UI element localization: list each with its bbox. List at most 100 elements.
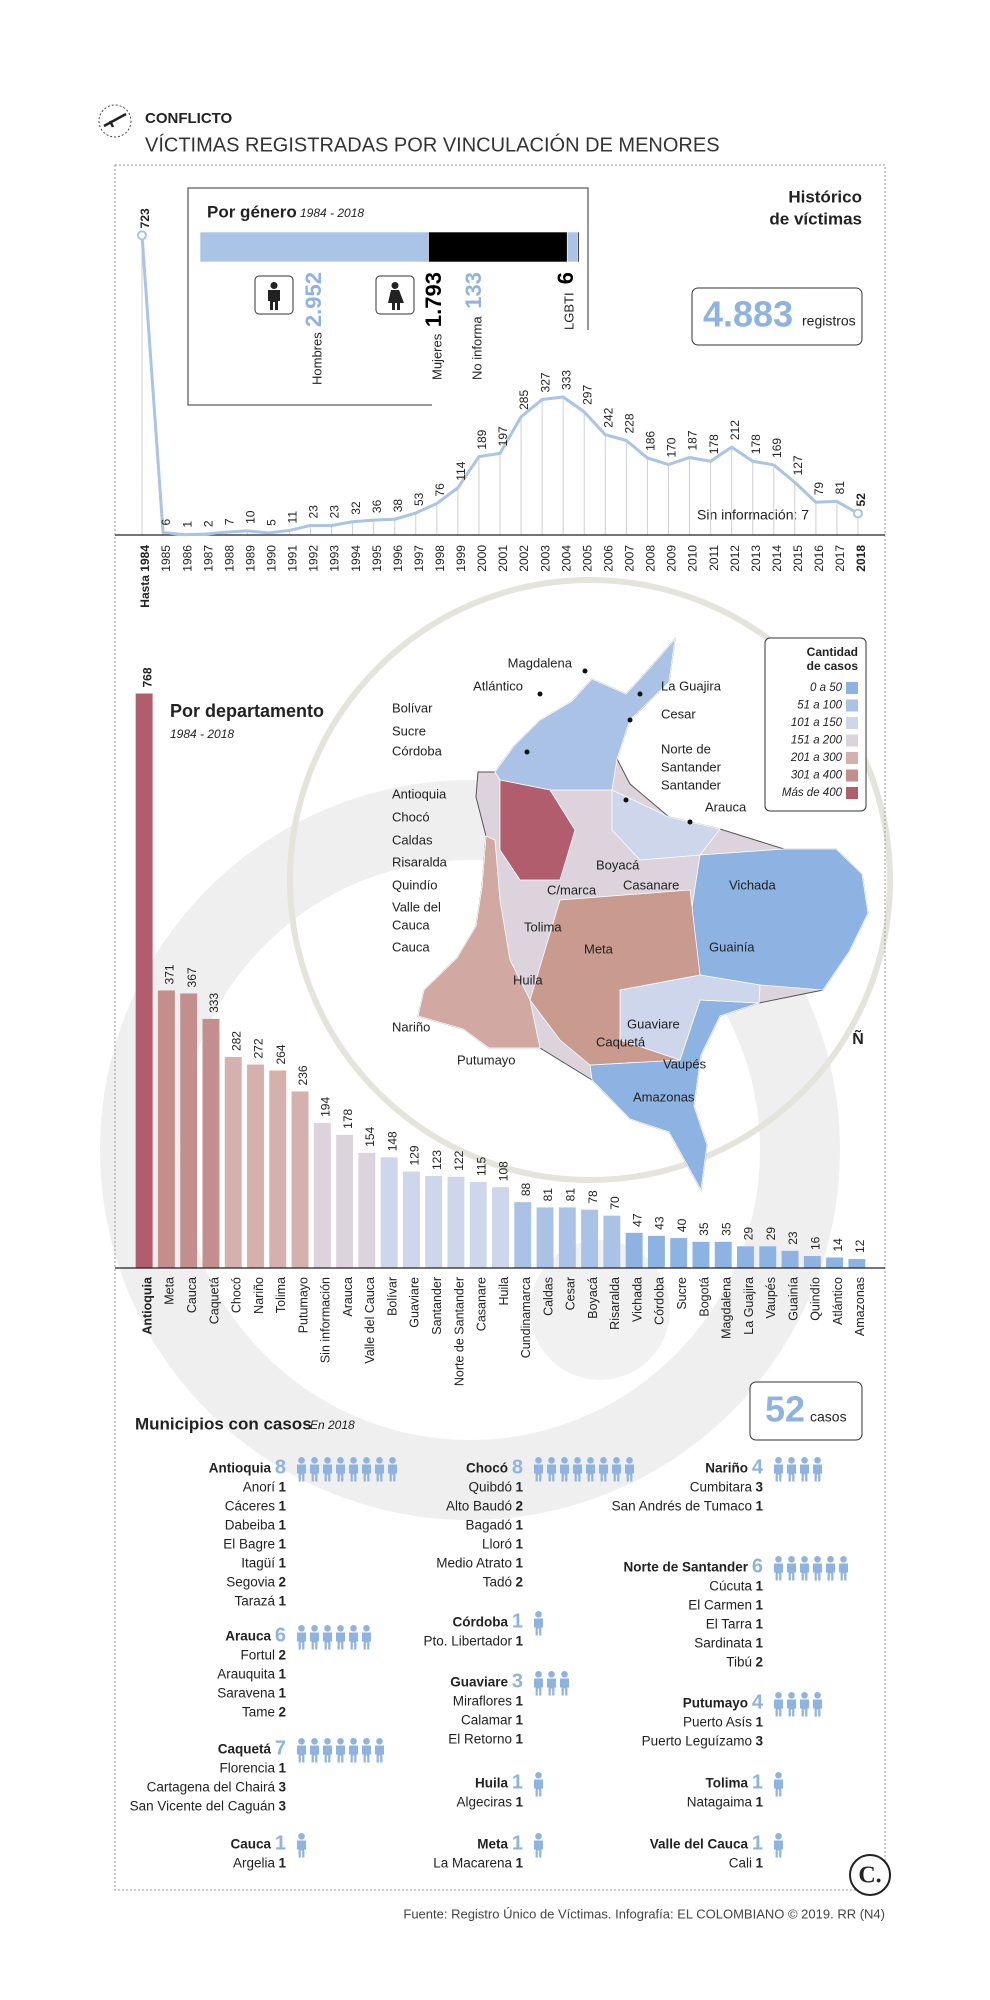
map xyxy=(417,637,869,1192)
muni-total: 52 xyxy=(765,1389,805,1430)
value-label: 285 xyxy=(517,390,531,410)
map-label: Bolívar xyxy=(392,700,433,715)
item-count: 1 xyxy=(278,1518,286,1533)
item-name: Alto Baudó xyxy=(446,1499,512,1514)
item-count: 1 xyxy=(515,1518,523,1533)
value-label: 228 xyxy=(623,413,637,433)
source: Fuente: Registro Único de Víctimas. Info… xyxy=(403,1906,885,1921)
value-label: 115 xyxy=(474,1157,488,1176)
group-count: 7 xyxy=(275,1737,286,1759)
x-tick-label: 1988 xyxy=(222,545,236,572)
bar xyxy=(336,1134,354,1268)
value-label: 10 xyxy=(243,510,257,524)
value-label: 114 xyxy=(454,461,468,480)
map-ring xyxy=(287,577,893,1183)
muni-total-box xyxy=(749,1381,863,1441)
x-tick-label: Atlántico xyxy=(831,1277,845,1325)
item-count: 2 xyxy=(515,1499,523,1514)
person-icon xyxy=(612,1457,621,1482)
item-name: Fortul xyxy=(240,1648,275,1663)
x-tick-label: 1997 xyxy=(412,545,426,572)
item-count: 1 xyxy=(755,1795,763,1810)
item-name: Quibdó xyxy=(468,1480,512,1495)
person-icon xyxy=(560,1457,569,1482)
legend-title: Cantidad xyxy=(807,645,858,659)
item-count: 3 xyxy=(755,1734,763,1749)
item-name: Algeciras xyxy=(456,1795,512,1810)
bar xyxy=(803,1256,821,1268)
item-name: Cumbitara xyxy=(690,1480,753,1495)
x-tick-label: 1993 xyxy=(328,545,342,572)
x-tick-label: Magdalena xyxy=(720,1277,734,1339)
group-count: 1 xyxy=(275,1832,286,1854)
value-label: 371 xyxy=(163,964,177,984)
group-name: Cauca xyxy=(230,1837,271,1852)
item-name: Anorí xyxy=(243,1480,276,1495)
item-count: 1 xyxy=(515,1556,523,1571)
group-count: 6 xyxy=(752,1555,763,1577)
x-tick-label: 2004 xyxy=(559,545,573,572)
item-name: La Macarena xyxy=(433,1856,512,1871)
x-tick-label: Guainía xyxy=(786,1277,800,1321)
legend-swatch xyxy=(846,787,858,799)
value-label: 127 xyxy=(791,455,805,475)
value-label: 6 xyxy=(159,519,173,526)
value-label: 7 xyxy=(222,518,236,525)
value-label: 52 xyxy=(854,493,868,507)
x-tick-label: 1985 xyxy=(159,545,173,572)
map-label: Cauca xyxy=(392,939,430,954)
item-name: El Carmen xyxy=(688,1598,752,1613)
value-label: 723 xyxy=(138,208,152,228)
x-tick-label: 2011 xyxy=(707,545,721,571)
legend-swatch xyxy=(846,699,858,712)
x-tick-label: Vaupés xyxy=(764,1277,778,1318)
x-tick-label: Cesar xyxy=(564,1277,578,1310)
x-tick-label: Sin información xyxy=(319,1277,333,1363)
legend-label: 51 a 100 xyxy=(797,700,842,712)
value-label: 2 xyxy=(201,520,215,527)
value-label: 23 xyxy=(328,505,342,519)
map-label: Santander xyxy=(661,759,722,774)
person-icon xyxy=(774,1556,783,1581)
map-dot xyxy=(537,691,543,697)
value-label: 212 xyxy=(728,420,742,440)
bar xyxy=(313,1122,331,1268)
person-icon xyxy=(787,1556,796,1581)
value-label: 194 xyxy=(318,1097,332,1117)
bar xyxy=(670,1238,688,1268)
x-tick-label: Caquetá xyxy=(207,1277,221,1324)
bar-subtitle: 1984 - 2018 xyxy=(170,727,234,741)
value-label: 47 xyxy=(630,1213,644,1227)
item-name: Cúcuta xyxy=(709,1579,752,1594)
gender-value: 2.952 xyxy=(301,272,326,327)
legend-box xyxy=(764,637,867,812)
legend-swatch xyxy=(846,682,858,694)
item-name: Bagadó xyxy=(465,1518,512,1533)
x-tick-label: Antioquia xyxy=(140,1276,154,1335)
value-label: 12 xyxy=(853,1239,867,1253)
bar xyxy=(135,693,153,1268)
x-tick-label: Quindío xyxy=(809,1277,823,1321)
x-tick-label: Santander xyxy=(430,1277,444,1335)
value-label: 11 xyxy=(286,511,300,524)
item-count: 1 xyxy=(278,1686,286,1701)
value-label: 38 xyxy=(391,499,405,513)
person-icon xyxy=(335,1457,345,1482)
value-label: 148 xyxy=(385,1131,399,1151)
x-tick-label: Risaralda xyxy=(608,1277,622,1330)
person-icon xyxy=(335,1625,345,1650)
frame xyxy=(114,164,886,1891)
item-name: Tarazá xyxy=(234,1594,275,1609)
x-tick-label: 1996 xyxy=(391,545,405,572)
map-label: Vichada xyxy=(729,877,777,892)
bar xyxy=(380,1157,398,1268)
value-label: 23 xyxy=(307,505,321,519)
muni-title: Municipios con casos xyxy=(135,1414,312,1433)
value-label: 186 xyxy=(644,431,658,451)
person-icon xyxy=(309,1457,319,1482)
value-label: 16 xyxy=(808,1236,822,1250)
item-count: 1 xyxy=(515,1795,523,1810)
item-count: 3 xyxy=(278,1780,286,1795)
value-label: 123 xyxy=(430,1150,444,1170)
gender-bar xyxy=(428,231,568,263)
